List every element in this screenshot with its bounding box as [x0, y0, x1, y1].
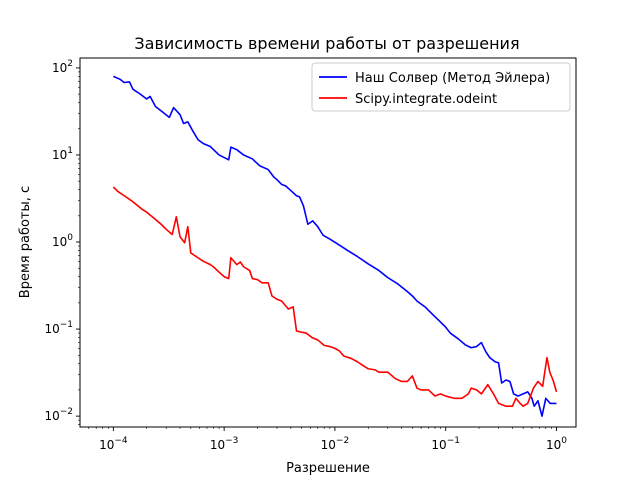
x-tick-label: 10−3: [210, 436, 239, 452]
y-axis-label: Время работы, с: [18, 186, 33, 298]
x-tick-label: 10−2: [321, 436, 350, 452]
series-line-2: [112, 186, 558, 408]
legend-box: [311, 62, 571, 112]
y-axis: 10−2 10−1 100 101 102: [44, 59, 80, 425]
x-tick-label: 10−4: [99, 436, 128, 452]
legend: Наш Солвер (Метод Эйлера) Scipy.integrate…: [311, 62, 571, 112]
x-axis-label: Разрешение: [286, 461, 370, 476]
y-tick-label: 102: [52, 59, 73, 75]
series-line-1: [113, 75, 557, 417]
legend-entry: Scipy.integrate.odeint: [355, 92, 497, 107]
legend-entry: Наш Солвер (Метод Эйлера): [355, 71, 550, 86]
x-axis: 10−4 10−3 10−2 10−1 100: [88, 427, 567, 452]
y-tick-label: 100: [52, 233, 73, 249]
y-tick-label: 101: [52, 146, 73, 162]
x-tick-label: 10−1: [431, 436, 460, 452]
plot-layer: [112, 75, 558, 417]
y-tick-label: 10−1: [44, 320, 73, 336]
chart-title: Зависимость времени работы от разрешения: [134, 34, 519, 53]
y-tick-label: 10−2: [44, 407, 73, 423]
x-tick-label: 100: [546, 436, 567, 452]
plot-frame: [79, 57, 577, 428]
